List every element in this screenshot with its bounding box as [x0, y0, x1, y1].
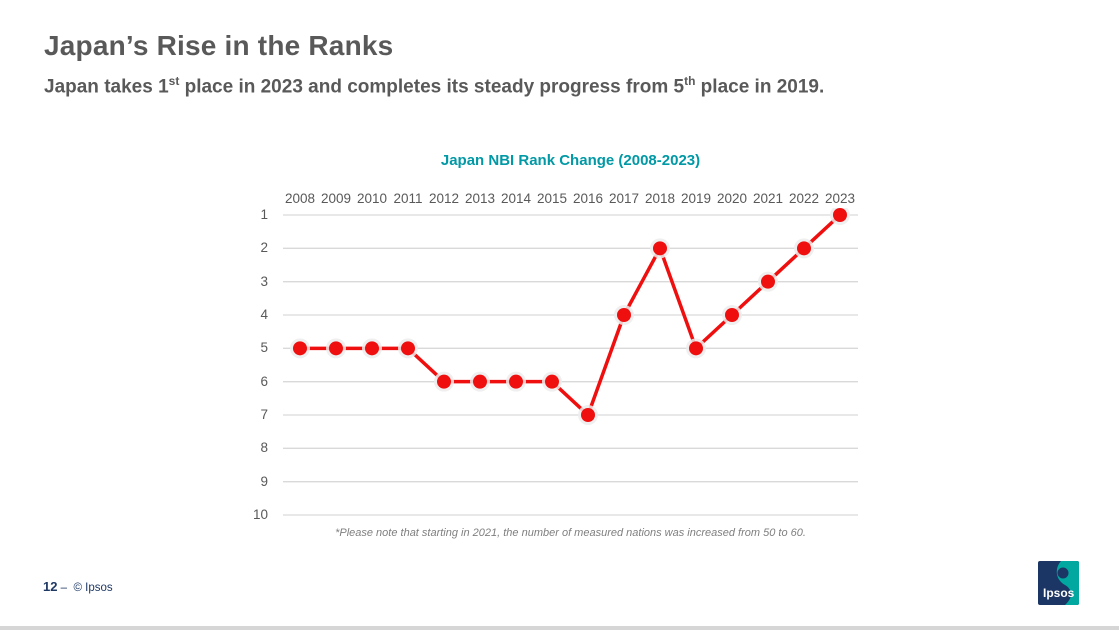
page-title: Japan’s Rise in the Ranks: [44, 30, 394, 61]
x-axis-tick-label: 2009: [320, 191, 352, 206]
page-subtitle: Japan takes 1st place in 2023 and comple…: [44, 74, 824, 98]
ipsos-logo-icon: Ipsos: [1038, 561, 1079, 605]
x-axis-tick-label: 2014: [500, 191, 532, 206]
data-point-2019: [689, 341, 703, 356]
y-axis-tick-label: 1: [260, 207, 268, 222]
x-axis-tick-label: 2012: [428, 191, 460, 206]
chart-footnote: *Please note that starting in 2021, the …: [335, 527, 806, 539]
data-point-2014: [509, 374, 523, 389]
y-axis-tick-label: 2: [260, 240, 268, 256]
data-point-2020: [725, 307, 739, 322]
x-axis-tick-label: 2020: [716, 191, 748, 206]
data-point-2022: [797, 241, 811, 256]
x-axis-tick-label: 2019: [680, 191, 712, 206]
chart-title: Japan NBI Rank Change (2008-2023): [440, 152, 701, 169]
x-axis-tick-label: 2023: [824, 191, 856, 206]
y-axis-tick-label: 5: [260, 340, 268, 356]
series-line: [300, 213, 842, 419]
subtitle-superscript: th: [684, 74, 696, 88]
data-point-2011: [401, 341, 415, 356]
subtitle-text: place in 2023 and completes its steady p…: [179, 76, 685, 98]
y-axis-tick-label: 8: [260, 440, 268, 456]
x-axis-tick-label: 2011: [393, 191, 423, 206]
plot-area: [283, 208, 858, 516]
x-axis-tick-label: 2010: [356, 191, 388, 206]
data-point-2015: [545, 374, 559, 389]
data-point-2010: [365, 341, 379, 356]
y-axis-tick-label: 9: [260, 473, 268, 489]
data-point-2017: [617, 307, 631, 322]
y-axis-tick-label: 3: [260, 273, 268, 289]
svg-text:Ipsos: Ipsos: [1043, 586, 1075, 600]
data-point-2018: [653, 241, 667, 256]
footer: 12 – © Ipsos: [43, 579, 113, 594]
data-point-2008: [293, 341, 307, 356]
data-point-2016: [581, 407, 595, 422]
data-point-2021: [761, 274, 775, 289]
subtitle-superscript: st: [168, 74, 180, 88]
x-axis-tick-label: 2021: [752, 191, 784, 206]
x-axis-tick-label: 2016: [572, 191, 604, 206]
y-axis-tick-label: 7: [260, 406, 268, 422]
x-axis-tick-label: 2013: [464, 191, 496, 206]
data-point-2009: [329, 341, 343, 356]
data-point-2012: [437, 374, 451, 389]
y-axis-tick-label: 4: [260, 306, 268, 322]
data-point-2013: [473, 374, 487, 389]
data-point-2023: [833, 208, 847, 222]
bottom-border: [0, 626, 1119, 630]
x-axis-tick-label: 2022: [788, 191, 820, 206]
x-axis-tick-label: 2018: [644, 191, 676, 206]
y-axis-tick-label: 10: [252, 506, 268, 522]
footer-copyright: © Ipsos: [73, 582, 113, 594]
page-number: 12: [43, 579, 58, 594]
footer-dash: –: [60, 582, 68, 594]
y-axis-tick-label: 6: [260, 373, 268, 389]
x-axis-tick-label: 2017: [608, 191, 640, 206]
subtitle-text: place in 2019.: [695, 76, 825, 98]
subtitle-text: Japan takes 1: [44, 76, 169, 98]
x-axis-tick-label: 2008: [284, 191, 316, 206]
x-axis-tick-label: 2015: [536, 191, 568, 206]
